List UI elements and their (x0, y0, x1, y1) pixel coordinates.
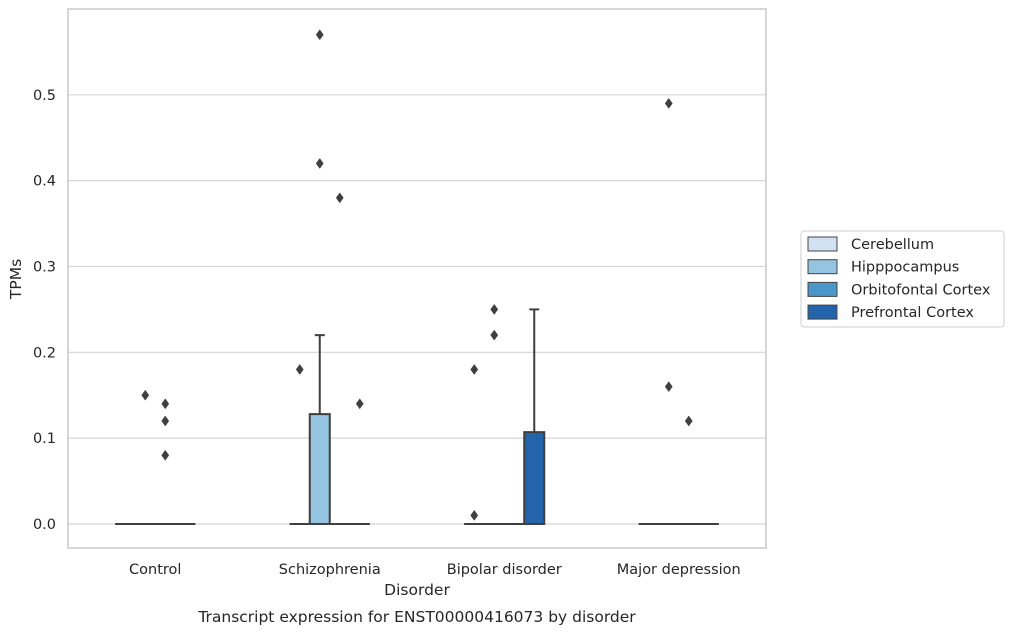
grid-layer (68, 94, 766, 525)
y-tick-label: 0.5 (33, 88, 56, 104)
outlier-point (470, 364, 479, 375)
box-layer (115, 308, 719, 525)
y-tick-label: 0.0 (33, 517, 56, 533)
legend-swatch (807, 281, 838, 297)
x-tick-label: Major depression (617, 562, 741, 578)
legend-item: Cerebellum (807, 236, 934, 253)
outlier-point (684, 415, 693, 427)
y-tick-label: 0.3 (33, 259, 56, 275)
legend-label: Cerebellum (851, 237, 934, 253)
box-body (523, 431, 546, 525)
box-body (308, 413, 331, 525)
outlier-point (335, 192, 344, 204)
plot-frame (67, 8, 767, 549)
legend-label: Prefrontal Cortex (851, 305, 974, 321)
y-axis-label: TPMs (7, 259, 25, 300)
outlier-point (470, 509, 479, 521)
outlier-point (490, 329, 499, 341)
legend-swatch (807, 304, 838, 320)
legend-item: Hipppocampus (807, 259, 959, 276)
outlier-point (161, 398, 170, 410)
x-tick-label: Schizophrenia (279, 562, 381, 578)
x-axis-label: Disorder (384, 581, 450, 599)
outlier-point (161, 449, 170, 461)
legend-item: Orbitofontal Cortex (807, 281, 991, 298)
tick-layer: 0.0 0.1 0.2 0.3 0.4 0.5 Control Schizophrenia Bi… (33, 88, 741, 578)
legend-frame (800, 230, 1005, 328)
outlier-point (664, 97, 673, 109)
box-hipppocampus (308, 334, 331, 525)
outlier-point (295, 364, 304, 375)
y-tick-label: 0.4 (33, 174, 56, 190)
outlier-point (664, 381, 673, 393)
y-tick-label: 0.2 (33, 345, 56, 361)
legend: Cerebellum Hipppocampus Orbitofontal Corte… (800, 230, 1005, 328)
outlier-point (490, 303, 499, 315)
legend-swatch (807, 259, 838, 275)
outlier-layer (141, 29, 693, 521)
outlier-point (355, 398, 364, 410)
legend-label: Hipppocampus (851, 260, 959, 276)
legend-label: Orbitofontal Cortex (851, 282, 991, 298)
legend-item: Prefrontal Cortex (807, 304, 974, 321)
box-prefrontal-cortex (523, 308, 546, 525)
x-tick-label: Bipolar disorder (447, 562, 562, 578)
legend-items: Cerebellum Hipppocampus Orbitofontal Corte… (807, 236, 991, 321)
legend-swatch (807, 236, 838, 252)
y-tick-label: 0.1 (33, 431, 56, 447)
chart-caption: Transcript expression for ENST0000041607… (197, 608, 636, 626)
outlier-point (315, 29, 324, 41)
outlier-point (315, 158, 324, 169)
outlier-point (141, 389, 150, 401)
outlier-point (161, 415, 170, 427)
x-tick-label: Control (129, 562, 181, 578)
